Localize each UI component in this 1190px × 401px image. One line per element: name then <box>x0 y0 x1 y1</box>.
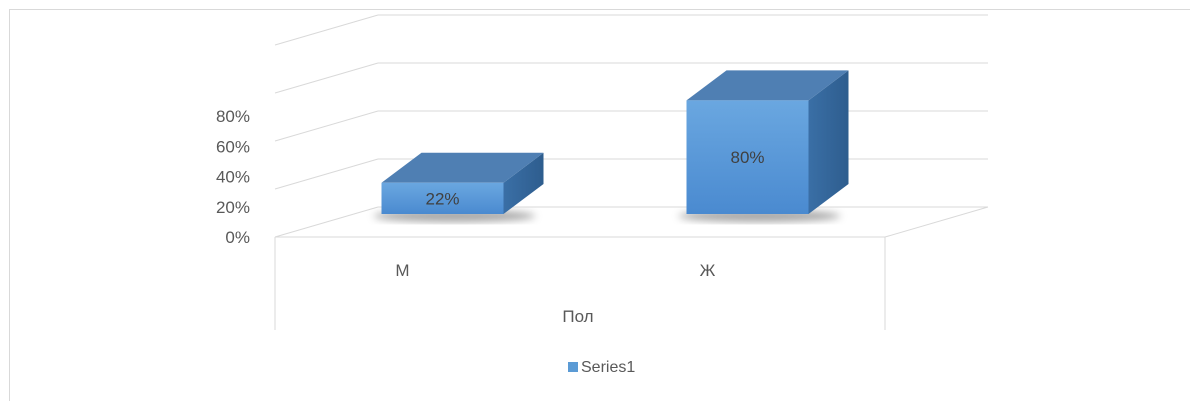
legend: Series1 <box>568 359 635 376</box>
y-tick-label: 20% <box>216 198 250 217</box>
bars: 22% 80% <box>373 70 849 222</box>
bar-side-face <box>808 70 849 215</box>
bar-top-face <box>686 70 849 101</box>
side-wall-gridline <box>274 206 379 238</box>
bar-2: 80% <box>678 70 849 222</box>
y-tick-label: 40% <box>216 168 250 187</box>
y-tick-label: 60% <box>216 137 250 156</box>
bar-1: 22% <box>373 152 544 222</box>
bar-side-face <box>503 152 544 214</box>
side-wall-gridline <box>274 158 379 190</box>
category-label: М <box>395 261 409 280</box>
y-axis-ticks: 0% 20% 40% 60% 80% <box>216 107 250 247</box>
category-label: Ж <box>700 261 716 280</box>
data-label: 80% <box>730 148 764 167</box>
side-wall-gridline <box>274 62 379 94</box>
bar-front-face <box>381 182 504 214</box>
data-label: 22% <box>425 189 459 208</box>
y-tick-label: 80% <box>216 107 250 126</box>
chart-walls <box>274 14 989 330</box>
floor-side-edge <box>884 206 989 238</box>
legend-swatch-series1 <box>568 362 578 372</box>
side-wall-gridline <box>274 14 379 46</box>
bar-top-face <box>381 152 544 183</box>
x-axis-title: Пол <box>562 307 593 326</box>
y-tick-label: 0% <box>225 228 250 247</box>
chart-frame <box>9 9 1190 401</box>
bar-front-face <box>686 100 809 214</box>
legend-label-series1: Series1 <box>581 359 635 376</box>
side-wall-gridline <box>274 110 379 142</box>
